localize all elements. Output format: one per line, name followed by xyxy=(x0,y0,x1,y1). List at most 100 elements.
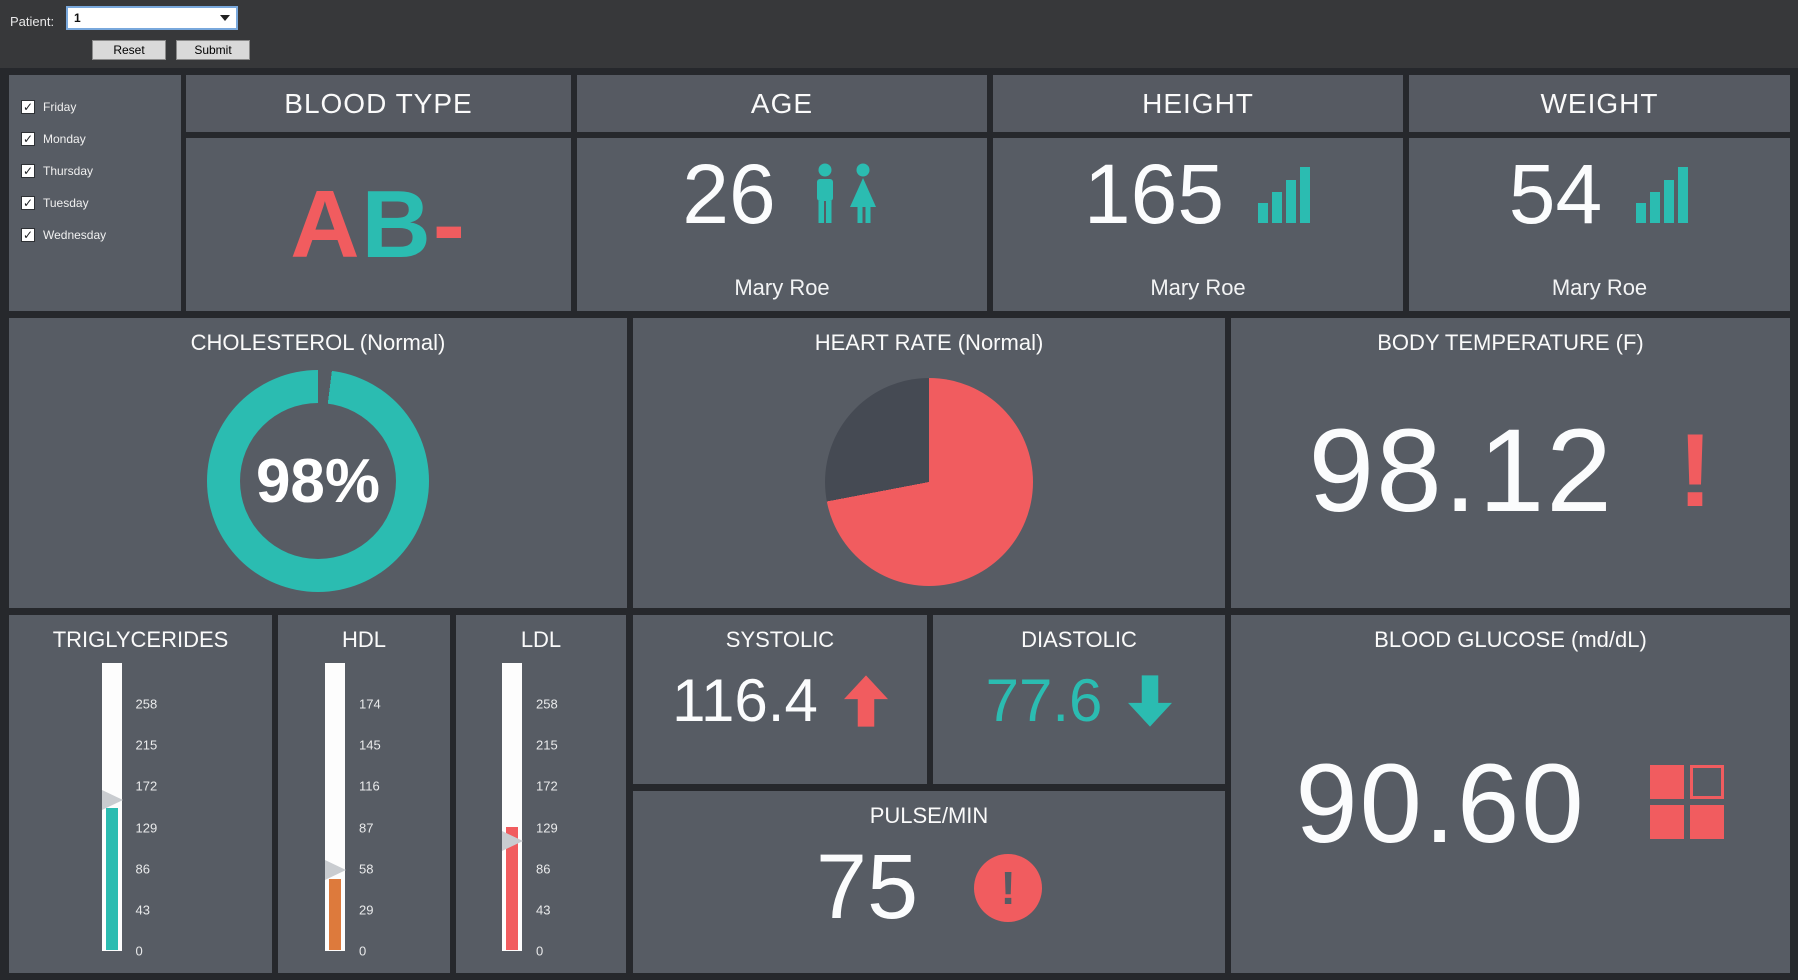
triglycerides-card: TRIGLYCERIDES 258 215 172 129 86 43 0 xyxy=(9,615,272,973)
alert-circle-icon: ! xyxy=(974,853,1043,922)
blood-glucose-value: 90.60 xyxy=(1295,740,1586,866)
checkbox-icon[interactable]: ✓ xyxy=(21,100,35,114)
cholesterol-card: CHOLESTEROL (Normal) 98% xyxy=(9,318,627,608)
gauge-tick-label: 43 xyxy=(135,902,150,918)
day-label: Monday xyxy=(43,132,86,146)
gauge-tick-label: 145 xyxy=(359,737,381,753)
body-temperature-card: BODY TEMPERATURE (F) 98.12 ! xyxy=(1231,318,1790,608)
gauge-handle[interactable] xyxy=(101,790,123,810)
person-name: Mary Roe xyxy=(1150,275,1246,300)
checkbox-icon[interactable]: ✓ xyxy=(21,196,35,210)
heart-rate-title: HEART RATE (Normal) xyxy=(814,330,1044,355)
pulse-title: PULSE/MIN xyxy=(869,803,989,828)
alert-exclamation-icon: ! xyxy=(1677,412,1713,529)
height-card: 165 Mary Roe xyxy=(993,138,1403,311)
gauge-tick-label: 29 xyxy=(359,902,374,918)
gauge-tick-label: 172 xyxy=(536,778,558,794)
gauge-tick-label: 86 xyxy=(135,861,150,877)
gauge-tick-label: 129 xyxy=(536,820,558,836)
cholesterol-percent: 98% xyxy=(255,446,381,516)
ldl-card: LDL 258 215 172 129 86 43 0 xyxy=(456,615,626,973)
gauge-fill xyxy=(506,827,518,950)
blood-type-title: BLOOD TYPE xyxy=(284,87,473,119)
gauge-tick-label: 258 xyxy=(135,696,158,712)
age-card: 26 Mary Roe xyxy=(577,138,987,311)
age-value: 26 xyxy=(682,147,776,241)
arrow-down-icon xyxy=(1128,675,1173,727)
day-label: Wednesday xyxy=(43,228,107,242)
person-name: Mary Roe xyxy=(734,275,830,300)
gauge-tick-label: 87 xyxy=(359,820,374,836)
gauge-handle[interactable] xyxy=(325,860,346,880)
diastolic-title: DIASTOLIC xyxy=(1021,627,1137,652)
ldl-gauge: 258 215 172 129 86 43 0 xyxy=(456,663,626,963)
checkbox-icon[interactable]: ✓ xyxy=(21,132,35,146)
hdl-card: HDL 174 145 116 87 58 29 0 xyxy=(278,615,450,973)
systolic-value: 116.4 xyxy=(672,667,818,734)
gauge-tick-label: 86 xyxy=(536,861,551,877)
gauge-fill xyxy=(329,879,341,950)
blood-type-letter: B xyxy=(361,170,433,278)
gauge-tick-label: 0 xyxy=(536,943,544,959)
gauge-tick-label: 116 xyxy=(359,778,380,794)
blood-glucose-title: BLOOD GLUCOSE (md/dL) xyxy=(1374,627,1647,652)
gauge-tick-label: 215 xyxy=(536,737,558,753)
day-label: Tuesday xyxy=(43,196,89,210)
gauge-track xyxy=(502,663,523,951)
day-label: Friday xyxy=(43,100,77,114)
days-panel: ✓ Friday ✓ Monday ✓ Thursday ✓ Tuesday ✓ Wednesda… xyxy=(9,75,181,311)
gauge-tick-label: 172 xyxy=(135,778,158,794)
heart-rate-card: HEART RATE (Normal) xyxy=(633,318,1225,608)
day-checkbox-row[interactable]: ✓ Wednesday xyxy=(21,219,181,251)
blood-glucose-card: BLOOD GLUCOSE (md/dL) 90.60 xyxy=(1231,615,1790,973)
checkbox-icon[interactable]: ✓ xyxy=(21,228,35,242)
day-checkbox-row[interactable]: ✓ Friday xyxy=(21,91,181,123)
patient-select[interactable]: 1 xyxy=(66,6,238,30)
day-checkbox-row[interactable]: ✓ Thursday xyxy=(21,155,181,187)
gauge-ticks: 258 215 172 129 86 43 0 xyxy=(536,663,580,959)
days-panel-list: ✓ Friday ✓ Monday ✓ Thursday ✓ Tuesday ✓ Wednesda… xyxy=(21,91,181,251)
heart-rate-pie-chart xyxy=(825,378,1033,586)
weight-card: 54 Mary Roe xyxy=(1409,138,1790,311)
submit-button[interactable]: Submit xyxy=(176,40,250,60)
blood-type-letter: A xyxy=(290,170,362,278)
age-title: AGE xyxy=(750,87,814,119)
body-temperature-title: BODY TEMPERATURE (F) xyxy=(1377,330,1644,355)
gauge-tick-label: 43 xyxy=(536,902,551,918)
gauge-tick-label: 129 xyxy=(135,820,158,836)
ldl-title: LDL xyxy=(520,627,562,652)
blood-type-header: BLOOD TYPE xyxy=(186,75,571,132)
gauge-tick-label: 215 xyxy=(135,737,158,753)
gauge-track xyxy=(325,663,346,951)
gauge-fill xyxy=(105,808,118,950)
bar-chart-icon xyxy=(1258,167,1311,223)
hdl-title: HDL xyxy=(341,627,386,652)
systolic-card: SYSTOLIC 116.4 xyxy=(633,615,927,784)
height-title: HEIGHT xyxy=(1142,87,1254,119)
patient-label: Patient: xyxy=(10,14,55,29)
cholesterol-donut-chart: 98% xyxy=(207,370,429,592)
person-name: Mary Roe xyxy=(1551,275,1648,300)
gauge-tick-label: 174 xyxy=(359,696,381,712)
gauge-tick-label: 258 xyxy=(536,696,558,712)
pulse-value: 75 xyxy=(815,836,919,938)
weight-header: WEIGHT xyxy=(1409,75,1790,132)
gauge-ticks: 258 215 172 129 86 43 0 xyxy=(135,663,180,959)
blood-type-value: AB- xyxy=(290,176,467,273)
toolbar: Patient: 1 Reset Submit xyxy=(0,0,1798,68)
day-checkbox-row[interactable]: ✓ Monday xyxy=(21,123,181,155)
gauge-tick-label: 0 xyxy=(359,943,367,959)
gauge-handle[interactable] xyxy=(502,831,523,851)
day-label: Thursday xyxy=(43,164,94,178)
alert-exclamation: ! xyxy=(1000,861,1016,914)
checkbox-icon[interactable]: ✓ xyxy=(21,164,35,178)
height-value: 165 xyxy=(1083,147,1225,241)
bar-chart-icon xyxy=(1636,167,1689,223)
weight-value: 54 xyxy=(1508,147,1603,241)
reset-button[interactable]: Reset xyxy=(92,40,166,60)
day-checkbox-row[interactable]: ✓ Tuesday xyxy=(21,187,181,219)
squares-grid-icon xyxy=(1649,765,1724,839)
cholesterol-title: CHOLESTEROL (Normal) xyxy=(190,330,446,355)
body-temperature-value: 98.12 xyxy=(1308,405,1614,537)
